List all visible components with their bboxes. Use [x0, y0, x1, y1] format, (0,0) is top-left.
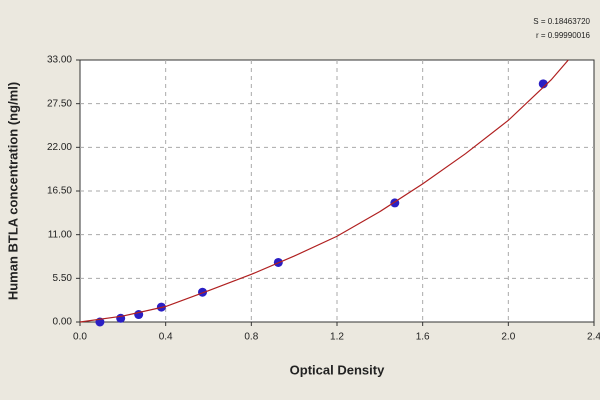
x-tick-label: 0.4 — [159, 332, 173, 343]
x-tick-label: 0.0 — [73, 332, 87, 343]
y-tick-label: 0.00 — [53, 317, 73, 328]
y-tick-label: 16.50 — [47, 186, 72, 197]
y-tick-label: 27.50 — [47, 98, 72, 109]
y-tick-label: 33.00 — [47, 55, 72, 66]
y-axis-title: Human BTLA concentration (ng/ml) — [5, 82, 20, 300]
annotation: S = 0.18463720 — [533, 17, 590, 26]
y-tick-label: 11.00 — [48, 229, 73, 240]
x-tick-label: 0.8 — [244, 332, 258, 343]
x-tick-label: 2.0 — [501, 332, 515, 343]
x-axis-title: Optical Density — [290, 362, 385, 377]
y-tick-label: 5.50 — [53, 273, 73, 284]
annotation: r = 0.99990016 — [536, 31, 591, 40]
x-tick-label: 1.6 — [416, 332, 430, 343]
x-tick-label: 2.4 — [587, 332, 600, 343]
data-point — [116, 313, 126, 323]
fit-curve — [79, 59, 569, 323]
y-tick-label: 22.00 — [47, 142, 72, 153]
data-point — [538, 79, 548, 89]
x-tick-label: 1.2 — [330, 332, 344, 343]
